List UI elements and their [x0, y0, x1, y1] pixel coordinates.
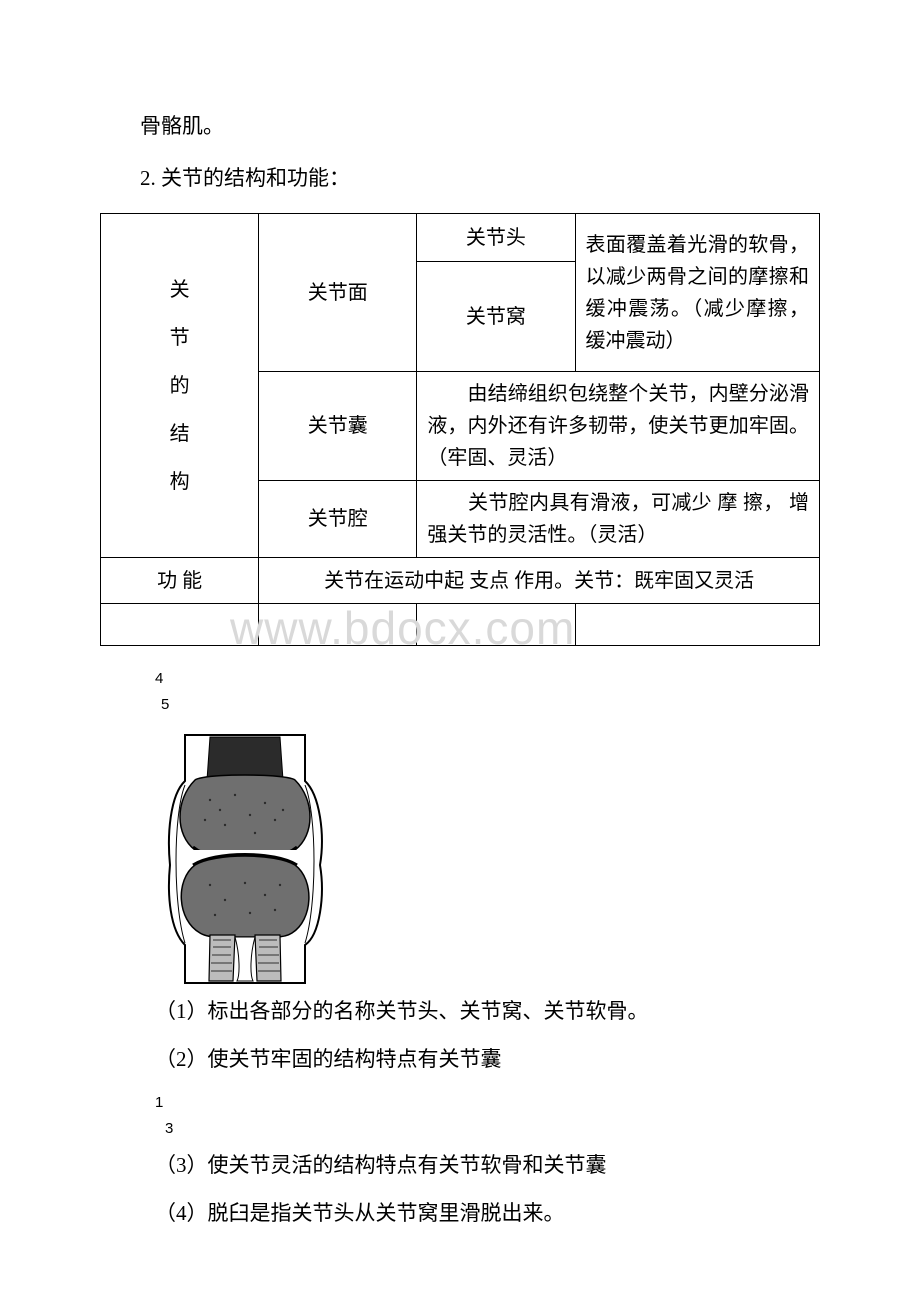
- small-num-4: 4: [155, 666, 820, 692]
- cell-capsule: 关节囊: [259, 372, 417, 481]
- small-num-3: 3: [165, 1116, 820, 1142]
- cell-joint-surface: 关节面: [259, 214, 417, 372]
- cell-empty-4: [575, 604, 819, 646]
- cell-structure-char2: 节: [170, 327, 190, 349]
- lower-bone-left: [209, 935, 235, 981]
- small-numbers-b: 1 3: [155, 1090, 820, 1141]
- small-numbers-a: 4 5: [155, 666, 820, 717]
- cell-structure-char4: 结: [170, 423, 190, 445]
- joint-structure-table: 关 节 的 结 构 关节面 关节头 表面覆盖着光滑的软骨，以减少两骨之间的摩擦和…: [100, 213, 820, 646]
- joint-socket-shape: [181, 856, 309, 937]
- joint-diagram: [155, 725, 820, 985]
- cell-function-desc: 关节在运动中起 支点 作用。关节：既牢固又灵活: [259, 558, 820, 604]
- upper-bone-shaft: [207, 737, 283, 780]
- cell-empty-3: [417, 604, 575, 646]
- small-num-5: 5: [161, 692, 820, 718]
- cell-cavity: 关节腔: [259, 481, 417, 558]
- intro-line-2: 2. 关节的结构和功能：: [140, 162, 820, 196]
- lower-bone-right: [255, 935, 281, 981]
- joint-diagram-svg: [155, 725, 335, 985]
- cell-structure-char1: 关: [170, 279, 190, 301]
- cell-structure-char5: 构: [170, 471, 190, 493]
- cell-capsule-desc: 由结缔组织包绕整个关节，内壁分泌滑液，内外还有许多韧带，使关节更加牢固。（牢固、…: [417, 372, 820, 481]
- small-num-1: 1: [155, 1090, 820, 1116]
- intro-line-1: 骨骼肌。: [140, 110, 820, 144]
- joint-table: 关 节 的 结 构 关节面 关节头 表面覆盖着光滑的软骨，以减少两骨之间的摩擦和…: [100, 213, 820, 646]
- cell-cavity-desc: 关节腔内具有滑液，可减少 摩 擦， 增强关节的灵活性。（灵活）: [417, 481, 820, 558]
- cell-empty-2: [259, 604, 417, 646]
- cell-structure-vert: 关 节 的 结 构: [101, 214, 259, 558]
- question-2: （2）使关节牢固的结构特点有关节囊: [155, 1043, 820, 1077]
- question-4: （4）脱臼是指关节头从关节窝里滑脱出来。: [155, 1197, 820, 1231]
- question-1: （1）标出各部分的名称关节头、关节窝、关节软骨。: [155, 995, 820, 1029]
- cell-surface-desc: 表面覆盖着光滑的软骨，以减少两骨之间的摩擦和缓冲震荡。（减少摩擦，缓冲震动）: [575, 214, 819, 372]
- page-root: 骨骼肌。 2. 关节的结构和功能： 关 节 的 结 构 关节面 关节头 表面覆盖: [0, 0, 920, 1305]
- lower-gap: [235, 937, 255, 981]
- joint-head-shape: [180, 775, 310, 860]
- cell-empty-1: [101, 604, 259, 646]
- cell-structure-char3: 的: [170, 375, 190, 397]
- cell-function-label: 功 能: [101, 558, 259, 604]
- cell-joint-head: 关节头: [417, 214, 575, 262]
- question-3: （3）使关节灵活的结构特点有关节软骨和关节囊: [155, 1149, 820, 1183]
- cell-joint-socket: 关节窝: [417, 262, 575, 372]
